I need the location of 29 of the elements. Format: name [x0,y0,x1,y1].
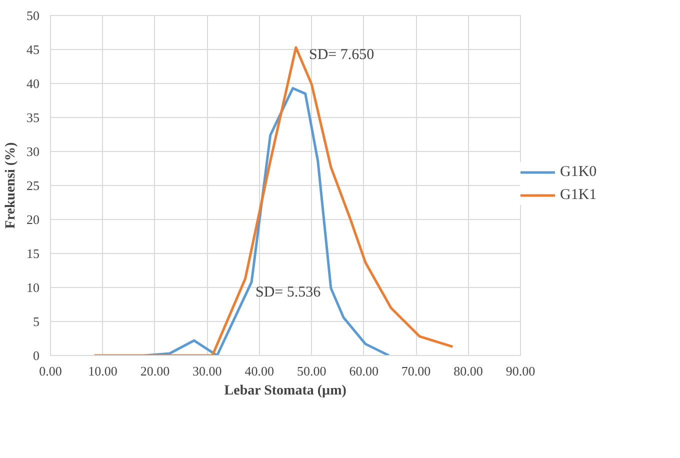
legend-label: G1K1 [560,186,597,204]
x-tick-label: 60.00 [349,364,378,378]
x-tick-label: 20.00 [140,364,170,378]
y-tick-label: 5 [33,314,40,329]
x-axis-title: Lebar Stomata (µm) [224,384,347,398]
y-tick-label: 45 [26,42,40,57]
y-tick-label: 35 [26,110,40,125]
line-series [143,87,390,356]
y-tick-label: 20 [26,212,40,227]
y-tick-label: 30 [26,144,40,159]
x-tick-label: 0.00 [39,364,62,378]
x-tick-label: 10.00 [88,364,118,378]
x-tick-label: 70.00 [401,364,431,378]
x-tick-label: 30.00 [192,364,222,378]
y-tick-label: 0 [33,348,40,363]
y-tick-label: 10 [26,280,40,295]
x-tick-label: 90.00 [506,364,536,378]
x-tick-label: 40.00 [244,364,274,378]
y-tick-label: 25 [26,178,40,193]
legend-label: G1K0 [560,164,597,180]
x-tick-label: 80.00 [454,364,483,378]
y-axis-title: Frekuensi (%) [4,142,18,229]
x-tick-label: 50.00 [296,364,326,378]
annotation: SD= 7.650 [309,47,374,64]
annotation: SD= 5.536 [256,284,322,300]
y-tick-label: 50 [26,8,40,23]
y-tick-label: 40 [26,76,40,91]
y-tick-label: 15 [26,246,40,261]
line-series [93,46,454,356]
